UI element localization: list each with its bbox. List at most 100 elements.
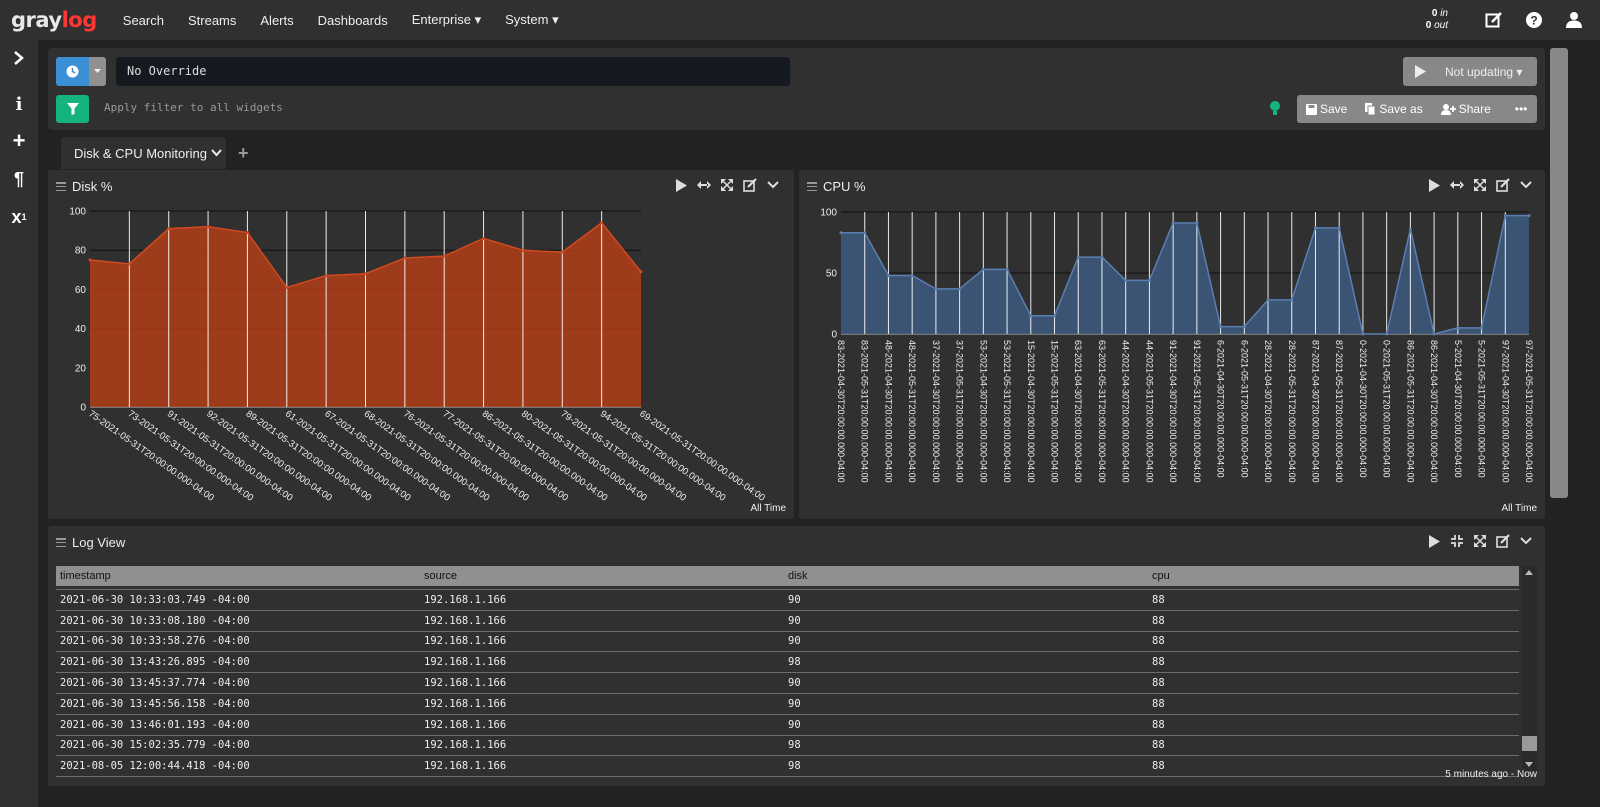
- data-point: [1313, 226, 1317, 230]
- data-point: [364, 272, 367, 276]
- cpu-chart[interactable]: 0 50 100 83-2021-04-30T20:00:00.000-04:00 83…: [799, 170, 1545, 519]
- table-cell-timestamp: 2021-08-05 12:00:44.418 -04:00: [60, 760, 250, 773]
- filter-icon: [66, 103, 79, 115]
- share-button[interactable]: Share: [1432, 102, 1500, 116]
- x-tick-label: 97-2021-05-31T20:00:00.000-04:00: [1524, 340, 1534, 483]
- subscript-icon-one: 1: [21, 212, 27, 222]
- chevron-down-icon[interactable]: [1519, 534, 1533, 548]
- scroll-down-arrow[interactable]: [1525, 762, 1533, 767]
- edit-icon[interactable]: [743, 178, 757, 192]
- table-row[interactable]: 2021-06-30 10:33:03.749 -04:00 192.168.1.…: [56, 590, 1519, 611]
- widget-timerange: All Time: [750, 503, 786, 514]
- user-icon[interactable]: [1564, 10, 1584, 30]
- copy-icon: [1365, 103, 1376, 115]
- caret-down-icon[interactable]: [89, 57, 106, 86]
- table-cell-cpu: 88: [1152, 718, 1165, 731]
- nav-streams[interactable]: Streams: [187, 12, 237, 28]
- edit-notes-icon[interactable]: [1484, 10, 1504, 30]
- chevron-down-icon[interactable]: [766, 178, 780, 192]
- disk-chart[interactable]: 02040608010075-2021-05-31T20:00:00.000-0…: [48, 170, 794, 519]
- table-cell-cpu: 88: [1152, 760, 1165, 773]
- data-point: [482, 236, 486, 240]
- column-header-disk[interactable]: disk: [788, 570, 808, 582]
- fullscreen-icon[interactable]: [1473, 178, 1487, 192]
- log-scrollbar[interactable]: [1522, 566, 1537, 771]
- play-icon[interactable]: [1427, 178, 1441, 192]
- data-point: [1219, 325, 1223, 329]
- drag-handle-icon[interactable]: [56, 182, 66, 191]
- chevron-right-icon[interactable]: [8, 47, 30, 69]
- y-tick-label: 50: [826, 269, 838, 280]
- page-scrollbar[interactable]: [1550, 48, 1568, 498]
- column-header-cpu[interactable]: cpu: [1152, 570, 1170, 582]
- filter-button[interactable]: [56, 95, 89, 123]
- edit-icon[interactable]: [1496, 178, 1510, 192]
- edit-icon[interactable]: [1496, 534, 1510, 548]
- x-tick-label: 87-2021-04-30T20:00:00.000-04:00: [1310, 340, 1320, 483]
- table-row[interactable]: 2021-06-30 13:43:26.895 -04:00 192.168.1.…: [56, 652, 1519, 674]
- disk-widget: Disk % 0 20 40 60 80 100 75-2021-05-31T20:00:0…: [48, 170, 794, 519]
- nav-alerts[interactable]: Alerts: [260, 12, 294, 28]
- refresh-status-label[interactable]: Not updating ▾: [1445, 64, 1523, 79]
- save-as-button[interactable]: Save as: [1356, 102, 1431, 116]
- play-icon[interactable]: [674, 178, 688, 192]
- lightbulb-icon[interactable]: [1268, 101, 1282, 117]
- table-cell-disk: 90: [788, 635, 801, 648]
- add-tab-button[interactable]: +: [238, 143, 249, 163]
- y-tick-label: 0: [80, 403, 86, 414]
- save-icon: [1306, 103, 1317, 115]
- throughput-indicator[interactable]: 0 in 0 out: [1426, 8, 1448, 32]
- table-row[interactable]: 2021-06-30 13:46:01.193 -04:00 192.168.1.…: [56, 715, 1519, 736]
- nav-system-dropdown[interactable]: System ▾: [505, 12, 559, 27]
- info-icon[interactable]: i: [8, 93, 30, 115]
- x-tick-label: 86-2021-05-31T20:00:00.000-04:00: [1405, 340, 1415, 483]
- tab-label: Disk & CPU Monitoring: [74, 145, 207, 161]
- plus-icon-glyph: +: [12, 128, 26, 153]
- table-cell-source: 192.168.1.166: [424, 614, 507, 627]
- column-header-source[interactable]: source: [424, 570, 458, 582]
- refresh-control-button[interactable]: Not updating ▾: [1403, 57, 1537, 86]
- data-point: [934, 287, 938, 291]
- paragraph-icon[interactable]: ¶: [8, 168, 30, 190]
- timerange-picker-button[interactable]: [56, 57, 106, 86]
- nav-dashboards[interactable]: Dashboards: [317, 12, 388, 28]
- play-icon[interactable]: [1403, 65, 1437, 78]
- drag-handle-icon[interactable]: [807, 182, 817, 191]
- table-cell-source: 192.168.1.166: [424, 656, 507, 669]
- help-icon[interactable]: ?: [1524, 10, 1544, 30]
- play-icon[interactable]: [1427, 534, 1441, 548]
- scroll-thumb[interactable]: [1522, 736, 1537, 751]
- table-row[interactable]: 2021-06-30 13:45:37.774 -04:00 192.168.1.…: [56, 673, 1519, 694]
- table-row[interactable]: 2021-06-30 10:33:58.276 -04:00 192.168.1.…: [56, 632, 1519, 653]
- graylog-logo[interactable]: gray log: [11, 8, 97, 32]
- nav-search[interactable]: Search: [122, 12, 164, 28]
- table-cell-disk: 90: [788, 614, 801, 627]
- table-row[interactable]: 2021-06-30 10:33:08.180 -04:00 192.168.1.…: [56, 611, 1519, 632]
- chevron-down-icon[interactable]: [1519, 178, 1533, 192]
- expand-horizontal-icon[interactable]: [1450, 178, 1464, 192]
- table-cell-disk: 90: [788, 697, 801, 710]
- clock-icon[interactable]: [56, 57, 89, 86]
- save-button[interactable]: Save: [1297, 102, 1356, 116]
- timerange-override-input[interactable]: No Override: [116, 57, 790, 86]
- table-row[interactable]: 2021-08-05 12:00:44.418 -04:00 192.168.1.…: [56, 756, 1519, 778]
- drag-handle-icon[interactable]: [56, 538, 66, 547]
- nav-enterprise-dropdown[interactable]: Enterprise ▾: [411, 12, 482, 27]
- column-header-timestamp[interactable]: timestamp: [60, 570, 111, 582]
- expand-horizontal-icon[interactable]: [697, 178, 711, 192]
- data-point: [127, 262, 131, 266]
- table-row[interactable]: 2021-06-30 15:02:35.779 -04:00 192.168.1.…: [56, 736, 1519, 757]
- tab-disk-cpu-monitoring[interactable]: Disk & CPU Monitoring: [61, 137, 226, 169]
- table-cell-timestamp: 2021-06-30 15:02:35.779 -04:00: [60, 739, 250, 752]
- global-filter-input[interactable]: Apply filter to all widgets: [104, 101, 283, 114]
- fullscreen-icon[interactable]: [720, 178, 734, 192]
- more-actions-button[interactable]: •••: [1506, 102, 1537, 116]
- fullscreen-icon[interactable]: [1473, 534, 1487, 548]
- y-tick-label: 60: [75, 285, 87, 296]
- compress-icon[interactable]: [1450, 534, 1464, 548]
- scroll-up-arrow[interactable]: [1525, 570, 1533, 575]
- table-row[interactable]: 2021-06-30 13:45:56.158 -04:00 192.168.1.…: [56, 694, 1519, 715]
- plus-icon[interactable]: +: [8, 128, 30, 153]
- x-tick-label: 48-2021-05-31T20:00:00.000-04:00: [907, 340, 917, 483]
